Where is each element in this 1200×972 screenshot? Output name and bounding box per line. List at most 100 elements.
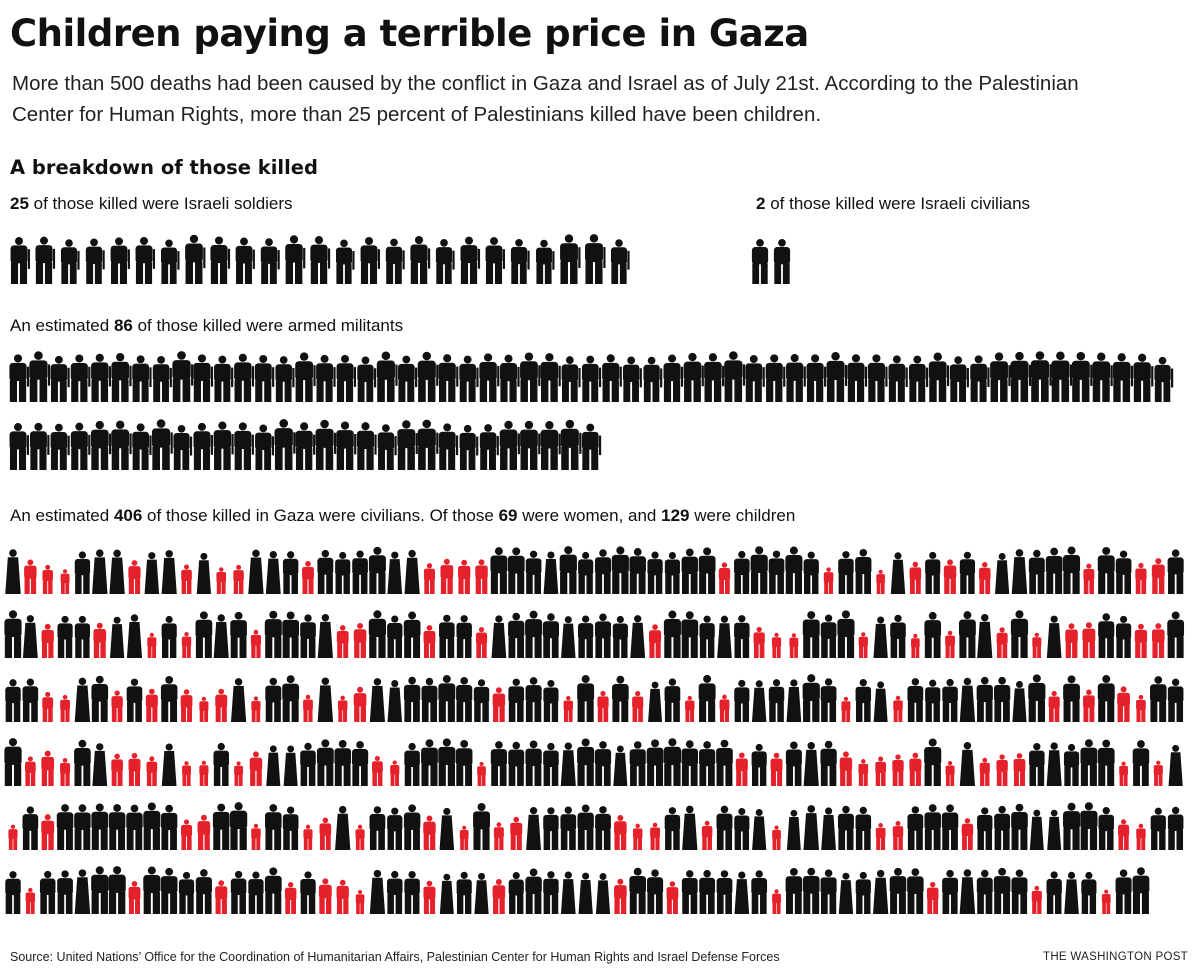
child-figure [390, 760, 400, 786]
man-figure [699, 615, 715, 658]
militant-figure [540, 421, 561, 470]
woman-figure [734, 871, 750, 914]
man-figure [716, 739, 733, 786]
man-figure [664, 678, 681, 722]
man-figure [282, 806, 299, 850]
child-figure [145, 688, 158, 722]
child-figure [199, 696, 209, 722]
militant-figure [499, 420, 520, 470]
man-figure [803, 551, 819, 594]
woman-figure [1046, 615, 1062, 658]
man-figure [335, 551, 351, 594]
man-figure [889, 867, 907, 914]
man-figure [785, 867, 803, 914]
woman-figure [803, 805, 819, 850]
man-figure [265, 804, 282, 850]
man-figure [768, 679, 785, 722]
child-figure [475, 559, 488, 594]
man-figure [74, 804, 91, 850]
child-figure [1152, 623, 1165, 658]
militant-figure [663, 354, 684, 402]
man-figure [473, 803, 490, 850]
child-figure [911, 633, 920, 658]
man-figure [403, 611, 421, 658]
woman-figure [404, 549, 420, 594]
man-figure [646, 739, 664, 786]
publisher-credit: THE WASHINGTON POST [1043, 951, 1188, 963]
child-figure [215, 880, 228, 914]
child-figure [875, 823, 886, 850]
man-figure [959, 551, 976, 594]
soldier-figure [560, 234, 581, 284]
child-figure [25, 756, 36, 786]
militant-figure [786, 354, 806, 402]
child-figure [614, 815, 627, 850]
militant-figure [254, 355, 275, 402]
man-figure [750, 546, 768, 594]
soldier-figure [585, 234, 606, 284]
militant-figure [581, 355, 602, 402]
child-figure [440, 558, 454, 594]
man-figure [1045, 547, 1063, 594]
child-figure [945, 760, 955, 786]
militants-text: of those killed were armed militants [132, 316, 404, 335]
man-figure [56, 804, 74, 850]
man-figure [698, 674, 716, 722]
man-figure [368, 610, 387, 658]
militant-figure [459, 424, 479, 470]
child-figure [337, 695, 348, 722]
man-figure [1132, 867, 1150, 914]
militant-figure [132, 423, 152, 470]
militant-figure [356, 422, 377, 470]
man-figure [734, 807, 750, 850]
woman-figure [369, 678, 385, 722]
man-figure [421, 739, 438, 786]
woman-figure [439, 807, 455, 850]
man-figure [126, 678, 143, 722]
child-figure [961, 818, 974, 850]
child-figure [789, 633, 799, 658]
child-figure [303, 694, 313, 722]
woman-figure [543, 551, 559, 594]
man-figure [716, 805, 733, 850]
militant-figure [151, 419, 173, 470]
man-figure [230, 611, 247, 658]
man-figure [22, 678, 39, 722]
militant-figure [643, 356, 663, 402]
man-figure [508, 678, 525, 722]
child-figure [770, 752, 783, 786]
child-figure [1032, 632, 1042, 658]
child-figure [251, 696, 261, 722]
woman-figure [22, 615, 38, 658]
soldier-figure [60, 239, 80, 284]
child-figure [563, 695, 573, 722]
man-figure [282, 611, 300, 658]
child-figure [284, 882, 297, 914]
man-figure [595, 806, 611, 850]
child-figure [893, 695, 903, 722]
man-figure [456, 676, 473, 722]
militant-figure [234, 422, 254, 470]
man-figure [820, 678, 837, 722]
woman-figure [74, 677, 91, 722]
militant-figure [1010, 351, 1032, 402]
militant-figure [29, 422, 50, 470]
militant-figure [397, 355, 418, 402]
man-figure [1097, 546, 1115, 594]
child-figure [302, 560, 314, 594]
man-figure [629, 867, 647, 914]
woman-figure [317, 677, 334, 722]
child-figure [875, 756, 886, 786]
man-figure [74, 615, 91, 658]
child-figure [1153, 760, 1163, 786]
child-figure [477, 761, 486, 786]
man-figure [5, 679, 21, 722]
soldier-figure [85, 238, 105, 284]
subtitle-line-1: More than 500 deaths had been caused by … [12, 72, 1079, 95]
man-figure [1028, 549, 1045, 594]
man-figure [160, 867, 178, 914]
man-figure [1080, 739, 1098, 786]
child-figure [42, 564, 53, 594]
soldier-figure [335, 239, 355, 284]
woman-figure [265, 550, 281, 594]
